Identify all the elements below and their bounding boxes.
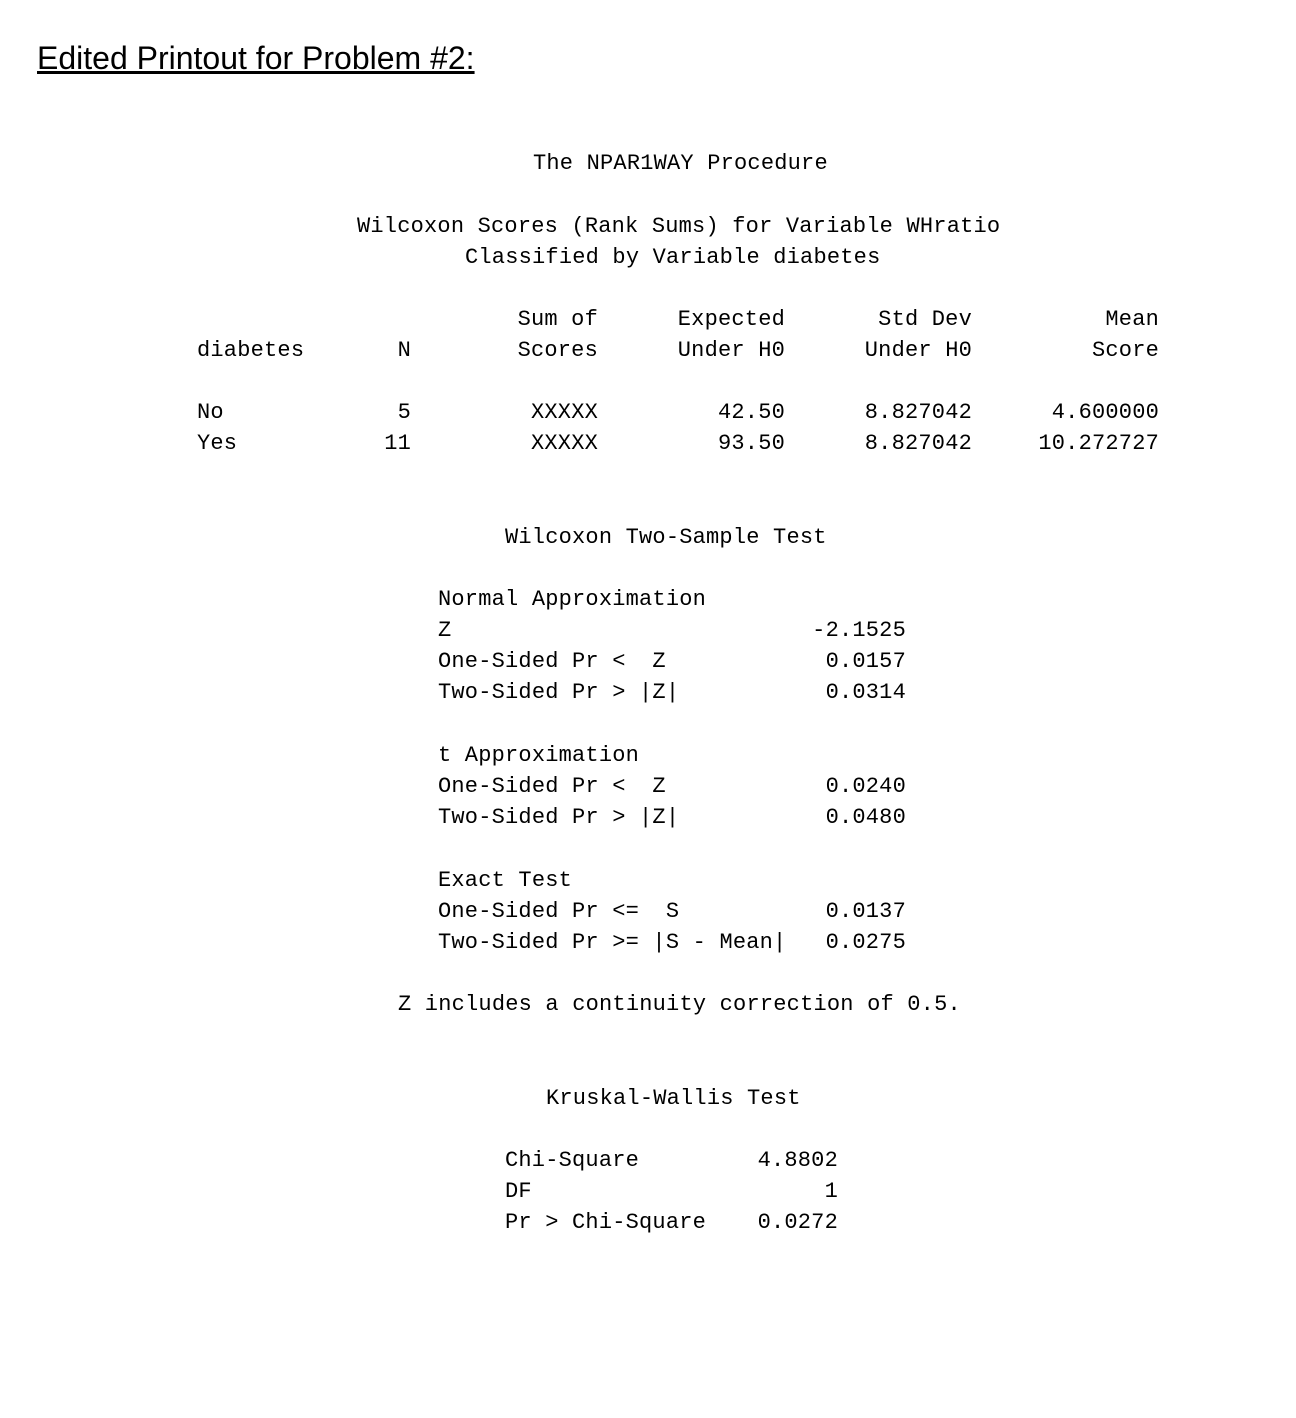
two-sample-heading: Wilcoxon Two-Sample Test: [505, 525, 827, 550]
stat-value: 0.0272: [757, 1210, 838, 1235]
column-header: diabetes: [197, 338, 305, 363]
table-cell: XXXXX: [530, 431, 598, 456]
table-cell: 5: [397, 400, 411, 425]
stat-label: Two-Sided Pr >= |S - Mean|: [438, 930, 787, 955]
table-cell: No: [197, 400, 224, 425]
exact-label: Exact Test: [438, 868, 573, 893]
table-cell: 10.272727: [1038, 431, 1159, 456]
kruskal-heading: Kruskal-Wallis Test: [546, 1086, 801, 1111]
column-header: Sum of: [517, 307, 598, 332]
table-cell: Yes: [197, 431, 238, 456]
page-title: Edited Printout for Problem #2:: [37, 40, 475, 76]
column-header: Score: [1091, 338, 1159, 363]
stat-value: 0.0275: [825, 930, 906, 955]
stat-label: Two-Sided Pr > |Z|: [438, 805, 680, 830]
stat-label: Chi-Square: [505, 1148, 640, 1173]
stat-value: 0.0157: [825, 649, 906, 674]
normal-label: Normal Approximation: [438, 587, 707, 612]
table-cell: 8.827042: [864, 400, 972, 425]
table-cell: 42.50: [717, 400, 785, 425]
stat-value: -2.1525: [812, 618, 906, 643]
column-header: Under H0: [677, 338, 785, 363]
column-header: Under H0: [864, 338, 972, 363]
stat-value: 0.0240: [825, 774, 906, 799]
stat-label: Pr > Chi-Square: [505, 1210, 707, 1235]
table-cell: XXXXX: [530, 400, 598, 425]
stat-label: Two-Sided Pr > |Z|: [438, 680, 680, 705]
continuity-note: Z includes a continuity correction of 0.…: [398, 992, 961, 1017]
column-header: Expected: [677, 307, 785, 332]
t-label: t Approximation: [438, 743, 640, 768]
stat-label: Z: [438, 618, 452, 643]
procedure-title: The NPAR1WAY Procedure: [533, 151, 828, 176]
column-header: Mean: [1105, 307, 1159, 332]
stat-value: 4.8802: [757, 1148, 838, 1173]
column-header: N: [397, 338, 411, 363]
table-cell: 8.827042: [864, 431, 972, 456]
table-cell: 93.50: [717, 431, 785, 456]
stat-label: One-Sided Pr < Z: [438, 774, 666, 799]
column-header: Std Dev: [878, 307, 972, 332]
column-header: Scores: [517, 338, 598, 363]
stat-value: 0.0314: [825, 680, 906, 705]
stat-label: One-Sided Pr < Z: [438, 649, 666, 674]
stat-label: One-Sided Pr <= S: [438, 899, 680, 924]
table-cell: 11: [384, 431, 411, 456]
table-cell: 4.600000: [1051, 400, 1159, 425]
scores-heading: Wilcoxon Scores (Rank Sums) for Variable…: [357, 214, 1001, 239]
stat-value: 0.0137: [825, 899, 906, 924]
stat-value: 0.0480: [825, 805, 906, 830]
stat-label: DF: [505, 1179, 532, 1204]
stat-value: 1: [824, 1179, 838, 1204]
scores-subheading: Classified by Variable diabetes: [465, 245, 881, 270]
